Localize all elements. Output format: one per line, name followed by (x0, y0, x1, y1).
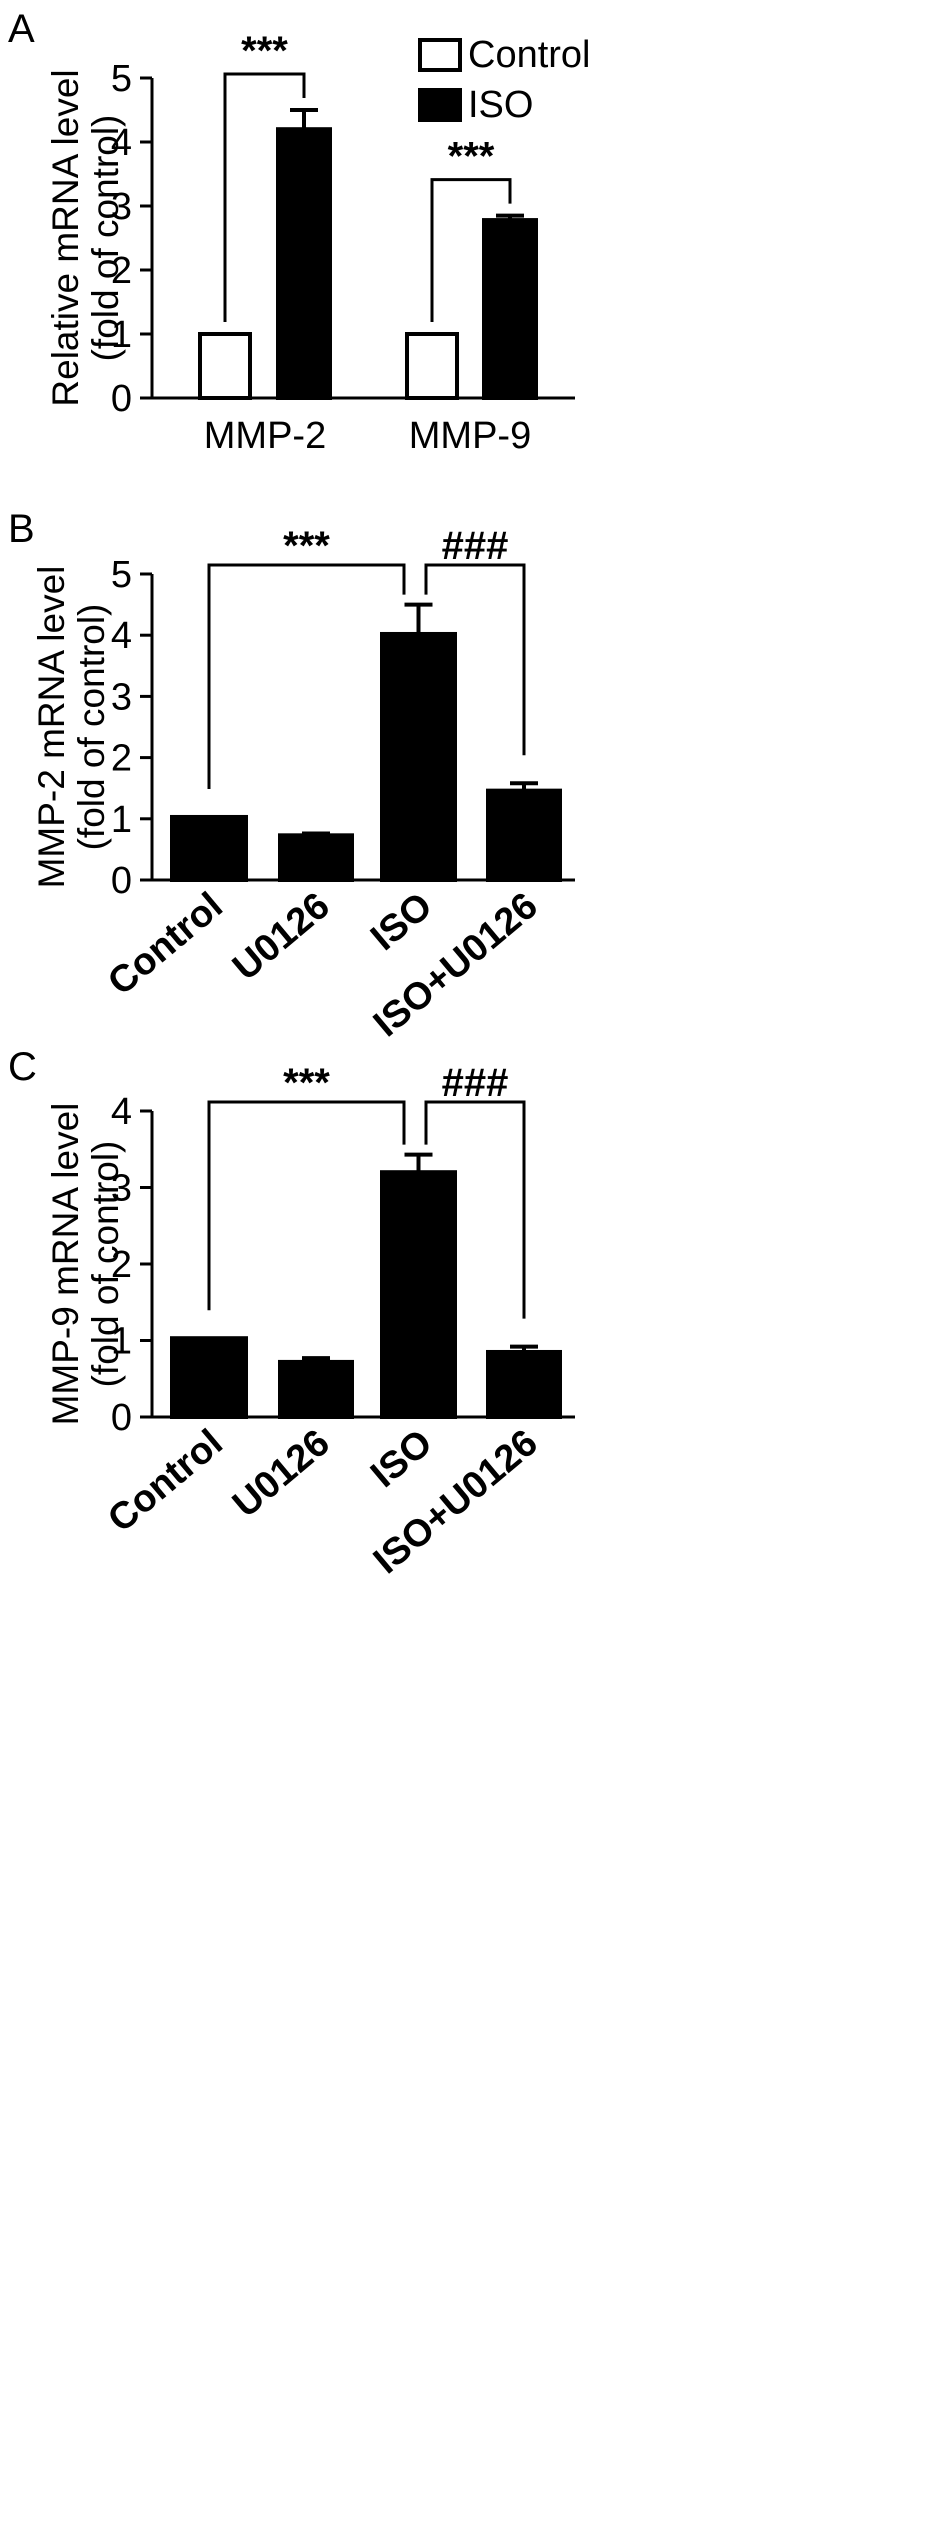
significance-bracket (424, 1100, 526, 1319)
y-tick-label: 2 (111, 250, 132, 292)
x-category-label: ISO (363, 885, 440, 959)
y-axis-label: (fold of control) (85, 115, 126, 362)
legend-label-control: Control (468, 34, 591, 76)
significance-marker: *** (283, 1061, 330, 1105)
y-axis-label: Relative mRNA level (45, 69, 86, 406)
bar (486, 788, 562, 883)
significance-marker: ### (442, 1061, 509, 1105)
y-tick-label: 4 (111, 122, 132, 164)
x-category-label: ISO (363, 1422, 440, 1496)
significance-bracket (207, 1100, 406, 1311)
significance-marker: *** (241, 29, 288, 73)
x-category-label: MMP-2 (204, 415, 326, 457)
y-tick-label: 4 (111, 615, 132, 657)
y-axis-label: (fold of control) (85, 1141, 126, 1388)
y-tick-label: 5 (111, 58, 132, 100)
bar (486, 1349, 562, 1419)
bar (380, 1170, 457, 1419)
significance-marker: *** (448, 135, 495, 179)
y-axis-label: MMP-9 mRNA level (45, 1103, 86, 1426)
y-axis-label: MMP-2 mRNA level (31, 566, 72, 889)
bar (278, 833, 354, 882)
y-tick-label: 2 (111, 738, 132, 780)
y-tick-label: 3 (111, 676, 132, 718)
significance-marker: ### (442, 524, 509, 568)
y-tick-label: 0 (111, 860, 132, 902)
y-tick-label: 3 (111, 1168, 132, 1210)
significance-bracket (430, 178, 512, 322)
x-category-label: MMP-9 (409, 415, 531, 457)
legend-label-iso: ISO (468, 84, 533, 126)
bar (278, 1359, 354, 1420)
bar (170, 1336, 248, 1419)
y-tick-label: 1 (111, 314, 132, 356)
legend-swatch-control (418, 38, 462, 72)
significance-bracket (223, 72, 306, 322)
bar-iso (482, 218, 538, 400)
significance-bracket (207, 563, 406, 789)
panel-label: C (8, 1045, 37, 1089)
bar (380, 631, 457, 883)
legend-swatch-iso (418, 88, 462, 122)
y-tick-label: 4 (111, 1091, 132, 1133)
y-axis-label: (fold of control) (71, 604, 112, 851)
x-category-label: Control (100, 1422, 230, 1541)
y-tick-label: 2 (111, 1244, 132, 1286)
y-tick-label: 3 (111, 186, 132, 228)
panel-label: B (8, 507, 35, 551)
y-tick-label: 1 (111, 799, 132, 841)
significance-bracket (424, 563, 526, 756)
bar (170, 814, 248, 882)
x-category-label: U0126 (225, 885, 338, 989)
bar-control (405, 332, 459, 400)
significance-marker: *** (283, 524, 330, 568)
bar-control (198, 332, 252, 400)
y-tick-label: 0 (111, 378, 132, 420)
y-tick-label: 1 (111, 1321, 132, 1363)
bar-iso (276, 127, 332, 400)
y-tick-label: 0 (111, 1397, 132, 1439)
x-category-label: U0126 (225, 1422, 338, 1526)
y-tick-label: 5 (111, 554, 132, 596)
x-category-label: Control (100, 885, 230, 1004)
panel-label: A (8, 7, 35, 51)
